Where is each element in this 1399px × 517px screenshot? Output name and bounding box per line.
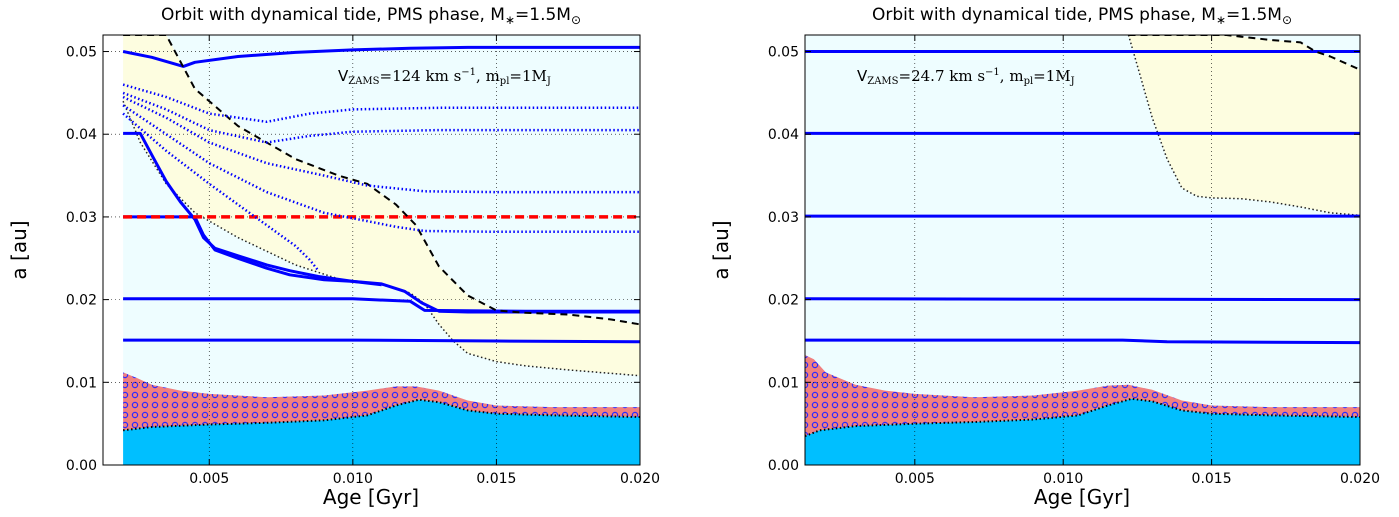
star-region bbox=[123, 399, 640, 465]
y-tick-label: 0.02 bbox=[66, 293, 97, 309]
orbit-dotted-line bbox=[122, 91, 640, 144]
x-tick-label: 0.005 bbox=[189, 471, 229, 487]
left-y-axis-label: a [au] bbox=[7, 220, 31, 279]
y-tick-label: 0.05 bbox=[768, 45, 799, 61]
x-tick-label: 0.010 bbox=[333, 471, 373, 487]
roche-limit-line bbox=[123, 35, 640, 326]
left-annotation: VZAMS=124 km s−1, mpl=1MJ bbox=[338, 67, 551, 87]
right-plot-area bbox=[805, 35, 1360, 465]
right-panel: 0.005 0.010 0.015 0.020 0.00 0.01 0.02 0.03 0.04… bbox=[709, 5, 1380, 509]
y-tick-label: 0.01 bbox=[66, 375, 97, 391]
y-tick-label: 0.00 bbox=[768, 458, 799, 474]
y-tick-label: 0.04 bbox=[768, 127, 799, 143]
right-annotation: VZAMS=24.7 km s−1, mpl=1MJ bbox=[857, 67, 1075, 87]
plot-frame bbox=[804, 34, 1361, 466]
x-tick-label: 0.005 bbox=[895, 471, 935, 487]
plot-frame bbox=[102, 34, 641, 466]
right-chart-title: Orbit with dynamical tide, PMS phase, M∗… bbox=[872, 5, 1292, 27]
tidal-boundary-line bbox=[1127, 35, 1360, 217]
x-tick-label: 0.020 bbox=[1340, 471, 1380, 487]
orbit-dotted-line bbox=[122, 83, 640, 124]
right-x-axis-label: Age [Gyr] bbox=[1034, 485, 1130, 509]
y-tick-label: 0.04 bbox=[66, 127, 97, 143]
tidal-region bbox=[1128, 35, 1360, 216]
y-tick-label: 0.05 bbox=[66, 45, 97, 61]
y-tick-label: 0.00 bbox=[66, 458, 97, 474]
left-plot-area bbox=[103, 35, 640, 465]
tidal-boundary-line bbox=[122, 100, 640, 377]
x-tick-label: 0.020 bbox=[620, 471, 660, 487]
x-tick-label: 0.010 bbox=[1043, 471, 1083, 487]
tidal-region bbox=[123, 35, 640, 376]
left-panel: 0.005 0.010 0.015 0.020 0.00 0.01 0.02 0.03 0.04… bbox=[7, 5, 660, 509]
orbit-line bbox=[123, 297, 640, 313]
orbit-line bbox=[122, 45, 640, 68]
hatched-region bbox=[805, 355, 1360, 437]
left-chart-title: Orbit with dynamical tide, PMS phase, M∗… bbox=[161, 5, 581, 27]
orbit-dotted-line bbox=[122, 95, 640, 194]
x-tick-label: 0.015 bbox=[476, 471, 516, 487]
hatched-region bbox=[123, 372, 640, 431]
y-tick-label: 0.03 bbox=[66, 210, 97, 226]
y-tick-label: 0.02 bbox=[768, 293, 799, 309]
orbit-line bbox=[805, 297, 1360, 302]
y-tick-label: 0.01 bbox=[768, 375, 799, 391]
star-region bbox=[805, 398, 1360, 465]
right-y-axis-label: a [au] bbox=[709, 220, 733, 279]
orbit-line bbox=[123, 215, 382, 287]
y-tick-label: 0.03 bbox=[768, 210, 799, 226]
orbit-line bbox=[805, 338, 1360, 345]
x-tick-label: 0.015 bbox=[1192, 471, 1232, 487]
left-x-axis-label: Age [Gyr] bbox=[323, 485, 419, 509]
orbit-line bbox=[123, 338, 640, 344]
